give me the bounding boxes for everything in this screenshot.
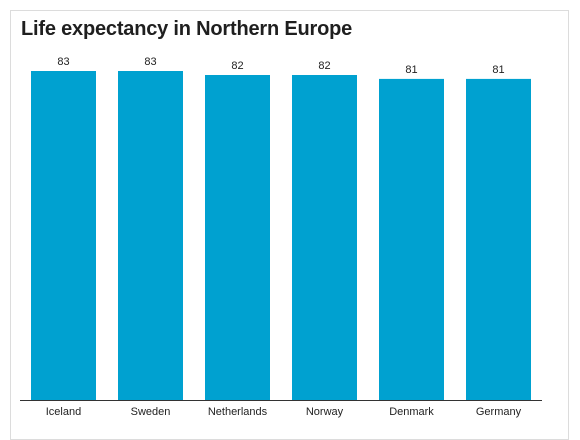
category-label-sweden: Sweden [131, 406, 171, 418]
chart-title: Life expectancy in Northern Europe [21, 18, 353, 40]
value-label-norway: 82 [318, 60, 330, 72]
category-label-germany: Germany [476, 406, 522, 418]
category-label-norway: Norway [306, 406, 344, 418]
value-label-netherlands: 82 [231, 60, 243, 72]
value-label-germany: 81 [492, 64, 504, 76]
category-labels-group: Iceland Sweden Netherlands Norway Denmark Ger… [46, 406, 522, 418]
bar-sweden [118, 71, 183, 400]
category-label-denmark: Denmark [389, 406, 434, 418]
category-label-netherlands: Netherlands [208, 406, 268, 418]
bar-denmark [379, 78, 444, 401]
bar-iceland [31, 71, 96, 400]
value-labels-group: 83 83 82 82 81 81 [57, 56, 504, 76]
category-label-iceland: Iceland [46, 406, 81, 418]
value-label-iceland: 83 [57, 56, 69, 68]
bar-chart: 83 83 82 82 81 81 Iceland Sweden Netherlands Nor… [20, 56, 542, 418]
value-label-denmark: 81 [405, 64, 417, 76]
bar-norway [292, 75, 357, 400]
value-label-sweden: 83 [144, 56, 156, 68]
bar-germany [466, 78, 531, 401]
bar-netherlands [205, 75, 270, 400]
bars-group [31, 71, 531, 401]
